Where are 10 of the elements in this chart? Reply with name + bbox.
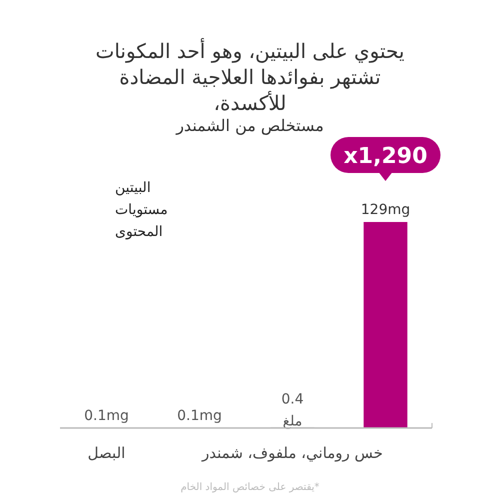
text: x1,290 xyxy=(344,144,428,169)
y-axis-title: البيتين مستويات المحتوى xyxy=(115,180,168,240)
text: *يقتصر على خصائص المواد الخام xyxy=(180,482,320,493)
data-label: 0.1mg xyxy=(177,408,222,424)
data-label: 0.1mg xyxy=(84,408,129,424)
chart-subtitle: مستخلص من الشمندر xyxy=(175,116,324,135)
x-tick-label: البصل xyxy=(88,444,126,462)
chart-title: يحتوي على البيتين، وهو أحد المكونات تشتهر بفوائدها العلاجية المضادة للأكسدة، xyxy=(95,38,405,115)
x-tick-label: خس روماني، ملفوف، شمندر xyxy=(201,444,383,462)
data-label: 129mg xyxy=(360,202,410,218)
